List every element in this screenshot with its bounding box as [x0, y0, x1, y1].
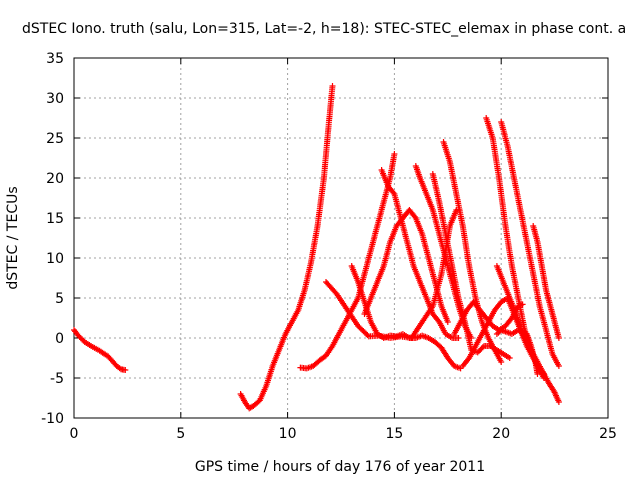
y-tick-label: 10: [46, 251, 64, 267]
axis-ticks: 0 5 10 15 20 25 -10 -5 0 5 10 15 20 25 30 35: [41, 51, 617, 442]
series-17: [493, 327, 541, 377]
y-tick-label: 20: [46, 171, 64, 187]
y-tick-label: 25: [46, 131, 64, 147]
series-15-markers: [530, 223, 562, 341]
series-1: [71, 327, 129, 373]
y-tick-label: -10: [41, 411, 64, 427]
y-tick-label: 5: [55, 291, 64, 307]
x-tick-label: 5: [176, 426, 185, 442]
series-10: [429, 171, 513, 361]
y-axis-label: dSTEC / TECUs: [5, 186, 21, 289]
y-tick-label: 35: [46, 51, 64, 67]
y-tick-label: 30: [46, 91, 64, 107]
x-tick-label: 25: [599, 426, 617, 442]
plot-frame: [73, 57, 609, 419]
y-tick-label: 15: [46, 211, 64, 227]
series-9: [440, 139, 505, 365]
series-17-markers: [493, 327, 541, 377]
data-marks: [71, 83, 562, 412]
chart-title: dSTEC Iono. truth (salu, Lon=315, Lat=-2…: [22, 21, 626, 37]
series-2: [237, 83, 336, 412]
y-tick-label: 0: [55, 331, 64, 347]
series-10-markers: [429, 171, 513, 361]
x-tick-label: 10: [279, 426, 297, 442]
series-5: [348, 263, 464, 372]
x-tick-label: 0: [70, 426, 79, 442]
x-tick-label: 20: [492, 426, 510, 442]
x-axis-label: GPS time / hours of day 176 of year 2011: [195, 459, 485, 475]
series-14: [498, 119, 562, 369]
series-7-markers: [378, 167, 462, 341]
x-tick-label: 15: [385, 426, 403, 442]
y-tick-label: -5: [50, 371, 64, 387]
series-9-markers: [440, 139, 505, 365]
series-7: [378, 167, 462, 341]
series-15: [530, 223, 562, 341]
